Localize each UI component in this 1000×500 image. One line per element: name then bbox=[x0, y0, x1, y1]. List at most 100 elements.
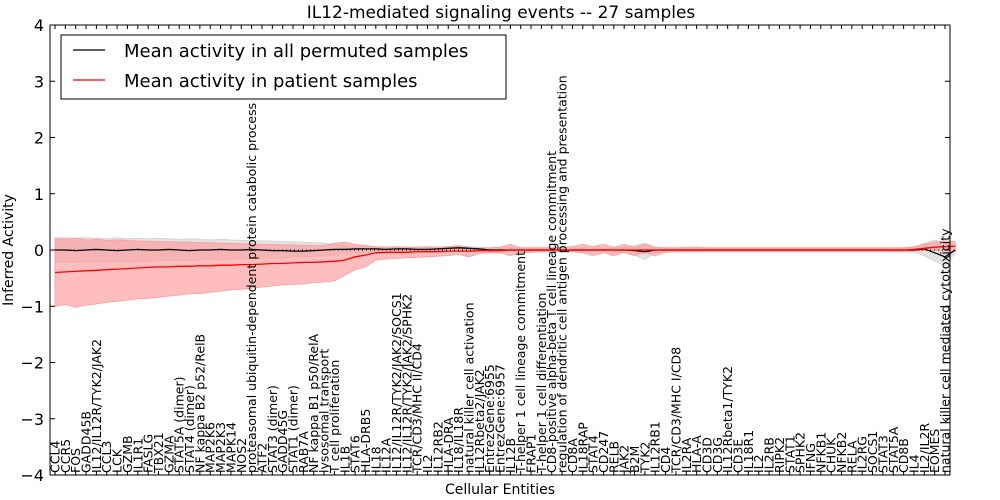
x-category-label: MAP2K6 bbox=[203, 422, 218, 473]
y-tick-label: −1 bbox=[20, 297, 44, 316]
x-category-label: TCR/CD3/MHC I/CD8 bbox=[668, 347, 683, 474]
x-category-label: IFNG bbox=[803, 443, 818, 473]
y-tick-label: 1 bbox=[34, 185, 44, 204]
x-category-label: SPHK2 bbox=[793, 432, 808, 473]
x-category-label: T-helper 1 cell differentiation bbox=[534, 293, 549, 474]
x-axis-title: Cellular Entities bbox=[445, 482, 555, 498]
x-category-label: STAT3 (dimer) bbox=[265, 385, 280, 473]
x-category-label: IL12Rbeta1/TYK2 bbox=[720, 366, 735, 473]
x-category-label: RELA bbox=[844, 440, 859, 473]
x-category-label: FRAP1 bbox=[524, 434, 539, 473]
confidence-bands bbox=[54, 237, 956, 308]
x-category-label: IL12RB2 bbox=[430, 421, 445, 473]
x-category-label: CD8A bbox=[565, 438, 580, 473]
x-category-label: NOS2 bbox=[234, 438, 249, 473]
x-category-label: NF kappa B1 p50/RelA bbox=[306, 333, 321, 473]
x-category-label: STAT1 (dimer) bbox=[286, 385, 301, 473]
x-category-label: CCR5 bbox=[58, 439, 73, 473]
x-category-label: IL2RA bbox=[679, 437, 694, 473]
x-category-label: EOMES bbox=[927, 429, 942, 473]
y-tick-label: −2 bbox=[20, 354, 44, 373]
x-category-label: IL1B bbox=[337, 446, 352, 473]
x-category-label: RIPK2 bbox=[772, 437, 787, 473]
x-category-label: GADD45B bbox=[79, 411, 94, 473]
x-category-label: IL12B bbox=[503, 438, 518, 473]
x-category-label: IL4 bbox=[907, 454, 922, 473]
x-category-label: EntrezGene:6957 bbox=[493, 364, 508, 473]
y-tick-label: 0 bbox=[34, 241, 44, 260]
y-axis-title: Inferred Activity bbox=[1, 194, 17, 306]
x-category-label: NF kappa B2 p52/RelB bbox=[192, 334, 207, 473]
y-tick-label: 4 bbox=[34, 16, 44, 35]
x-category-label: JAK2 bbox=[617, 445, 632, 474]
x-category-label: GZMA bbox=[161, 435, 176, 473]
x-category-label: ATF2 bbox=[255, 443, 270, 473]
band-patient bbox=[54, 237, 956, 308]
x-category-label: IL2RG bbox=[855, 436, 870, 473]
x-category-label: STAT5A bbox=[886, 426, 901, 473]
x-category-label: IL12Rbeta2/JAK2 bbox=[472, 369, 487, 473]
x-category-label: CHUK bbox=[824, 437, 839, 473]
x-category-label: IL2 bbox=[751, 454, 766, 473]
x-category-label: IL12/IL12R/TYK2/JAK2 bbox=[89, 339, 104, 473]
x-axis: CCL4CCR5FOSGADD45BIL12/IL12R/TYK2/JAK2CC… bbox=[48, 25, 953, 475]
x-category-label: CD8B bbox=[896, 438, 911, 473]
x-category-label: CD247 bbox=[596, 431, 611, 473]
x-category-label: IL1R1 bbox=[130, 438, 145, 473]
x-category-label: regulation of dendritic cell antigen pro… bbox=[555, 75, 570, 473]
x-category-label: STAT4 bbox=[586, 435, 601, 473]
x-category-label: STAT4 (dimer) bbox=[182, 385, 197, 473]
x-category-label: IL2/IL2R bbox=[917, 423, 932, 473]
x-category-label: TYK2 bbox=[637, 442, 652, 474]
x-category-label: STAT6 bbox=[348, 435, 363, 473]
y-tick-label: 3 bbox=[34, 72, 44, 91]
x-category-label: CD4 bbox=[658, 447, 673, 473]
x-category-label: RELB bbox=[606, 441, 621, 473]
x-category-label: HLA-A bbox=[689, 435, 704, 473]
y-tick-label: −3 bbox=[20, 410, 44, 429]
x-category-label: STAT3 bbox=[875, 435, 890, 473]
x-category-label: EntrezGene:6955 bbox=[482, 364, 497, 473]
x-category-label: IL18 bbox=[368, 446, 383, 473]
x-category-label: HLA-DRB5 bbox=[358, 409, 373, 473]
x-category-label: natural killer cell activation bbox=[462, 302, 477, 473]
x-category-label: CCL4 bbox=[48, 441, 63, 473]
x-category-label: IL18RAP bbox=[575, 422, 590, 473]
x-category-label: CD3G bbox=[710, 437, 725, 473]
x-category-label: CD3E bbox=[731, 439, 746, 473]
x-category-label: IL2RB bbox=[762, 437, 777, 473]
x-category-label: STAT5A (dimer) bbox=[172, 377, 187, 473]
x-category-label: TBX21 bbox=[151, 432, 166, 474]
x-category-label: RAB7A bbox=[296, 431, 311, 473]
y-tick-label: −4 bbox=[20, 466, 44, 485]
x-category-label: T-helper 1 cell lineage commitment bbox=[513, 251, 528, 474]
chart-title: IL12-mediated signaling events -- 27 sam… bbox=[307, 3, 696, 23]
x-category-label: MAPK14 bbox=[223, 422, 238, 473]
x-category-label: FASLG bbox=[141, 434, 156, 473]
x-category-label: IL18/IL18R bbox=[451, 407, 466, 473]
x-category-label: NFKB2 bbox=[834, 432, 849, 473]
x-category-label: proteasomal ubiquitin-dependent protein … bbox=[244, 103, 259, 473]
x-category-label: IL18R1 bbox=[741, 430, 756, 473]
x-category-label: MAP2K3 bbox=[213, 422, 228, 473]
x-category-label: LCK bbox=[110, 448, 125, 473]
x-category-label: TCR/CD3/MHC II/CD4 bbox=[410, 343, 425, 474]
x-category-label: T cell proliferation bbox=[327, 360, 342, 474]
x-category-label: GADD45G bbox=[275, 410, 290, 473]
x-category-label: GZMB bbox=[120, 435, 135, 473]
x-category-label: CCL3 bbox=[99, 441, 114, 473]
x-category-label: CD3D bbox=[700, 437, 715, 473]
x-category-label: lysosomal transport bbox=[317, 349, 332, 473]
y-tick-label: 2 bbox=[34, 129, 44, 148]
line-patient bbox=[54, 245, 956, 274]
x-category-label: IL2 bbox=[420, 454, 435, 473]
y-axis: −4 −3 −2 −1 0 1 2 3 4 bbox=[20, 16, 950, 485]
series-lines bbox=[54, 245, 956, 274]
x-category-label: CD8-positive alpha-beta T cell lineage c… bbox=[544, 151, 559, 473]
x-category-label: IL12/IL12R/TYK2/JAK2/SOCS1 bbox=[389, 292, 404, 473]
x-category-label: IL12/IL12R/TYK2/JAK2/SPHK2 bbox=[399, 294, 414, 473]
legend-box bbox=[60, 34, 507, 100]
x-category-label: FOS bbox=[68, 448, 83, 473]
